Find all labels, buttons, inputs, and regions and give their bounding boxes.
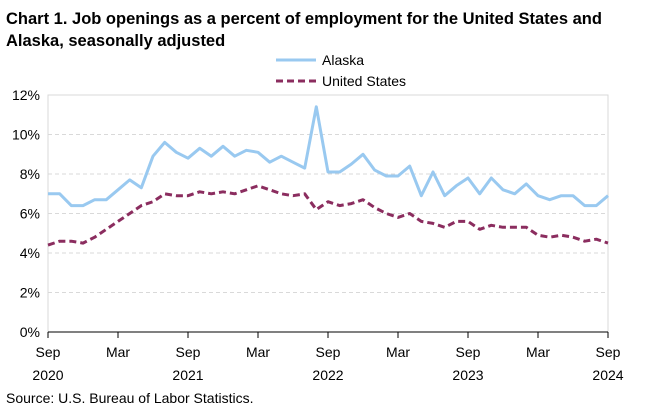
x-tick-year-label: 2024 xyxy=(592,367,623,383)
y-tick-label: 12% xyxy=(12,87,40,103)
x-tick-year-label: 2022 xyxy=(312,367,343,383)
chart-title: Chart 1. Job openings as a percent of em… xyxy=(6,10,602,50)
legend-label: Alaska xyxy=(322,52,364,68)
x-tick-label: Sep xyxy=(176,344,201,360)
source-note: Source: U.S. Bureau of Labor Statistics. xyxy=(6,390,254,406)
axes: 12% 10% 8% 6% 4% 2% 0% Sep 2020 Mar Sep 2021 Mar Sep 2… xyxy=(12,87,624,383)
x-tick-label: Mar xyxy=(526,344,550,360)
x-tick-year-label: 2023 xyxy=(452,367,483,383)
x-tick-label: Mar xyxy=(386,344,410,360)
x-tick-label: Sep xyxy=(456,344,481,360)
x-tick-label: Mar xyxy=(246,344,270,360)
series-line-alaska xyxy=(48,105,609,208)
y-tick-label: 4% xyxy=(20,245,40,261)
x-tick-label: Sep xyxy=(316,344,341,360)
x-tick-year-label: 2021 xyxy=(172,367,203,383)
y-tick-label: 8% xyxy=(20,166,40,182)
y-tick-label: 2% xyxy=(20,285,40,301)
series-lines xyxy=(47,105,609,247)
y-tick-label: 0% xyxy=(20,324,40,340)
x-tick-year-label: 2020 xyxy=(32,367,63,383)
x-tick-label: Sep xyxy=(36,344,61,360)
legend: Alaska United States xyxy=(276,52,406,89)
legend-label: United States xyxy=(322,73,406,89)
series-line-united-states xyxy=(47,184,609,247)
y-tick-label: 10% xyxy=(12,127,40,143)
x-tick-label: Sep xyxy=(596,344,621,360)
y-tick-label: 6% xyxy=(20,206,40,222)
x-tick-label: Mar xyxy=(106,344,130,360)
